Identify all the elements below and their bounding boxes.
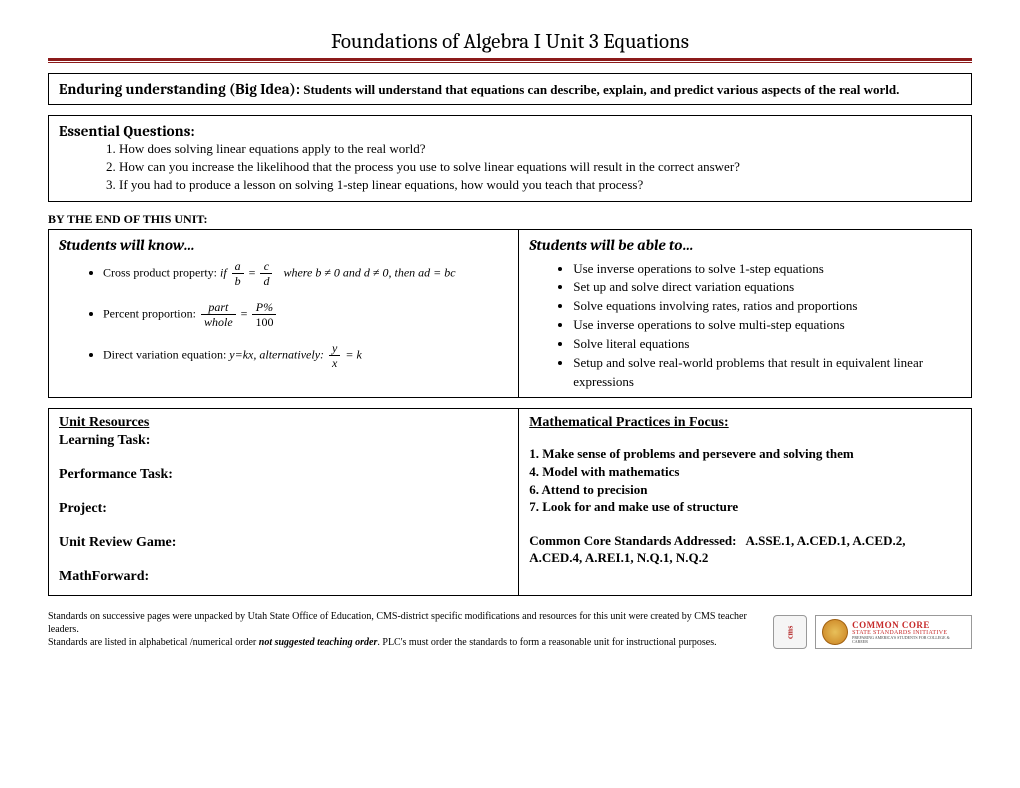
footer-line2: Standards are listed in alphabetical /nu… xyxy=(48,636,773,649)
able-item: Solve equations involving rates, ratios … xyxy=(573,297,961,316)
know-able-box: Students will know… Cross product proper… xyxy=(48,229,972,399)
standards-line: Common Core Standards Addressed: A.SSE.1… xyxy=(529,532,961,567)
able-item: Setup and solve real-world problems that… xyxy=(573,354,961,392)
practice-item: 4. Model with mathematics xyxy=(529,463,961,481)
eq-item: If you had to produce a lesson on solvin… xyxy=(119,176,961,194)
resources-col: Unit Resources Learning Task: Performanc… xyxy=(49,409,519,595)
know-list: Cross product property: if ab = cd where… xyxy=(59,260,508,369)
eq-item: How can you increase the likelihood that… xyxy=(119,158,961,176)
able-col: Students will be able to… Use inverse op… xyxy=(519,230,971,398)
big-idea-box: Enduring understanding (Big Idea): Stude… xyxy=(48,73,972,105)
frac-p-100: P%100 xyxy=(252,301,276,328)
cms-logo-icon: cms xyxy=(773,615,807,649)
practices-col: Mathematical Practices in Focus: 1. Make… xyxy=(519,409,971,595)
frac-yx: yx xyxy=(329,342,340,369)
big-idea-text: Students will understand that equations … xyxy=(303,82,899,97)
frac-ab: ab xyxy=(232,260,244,287)
resources-item: Performance Task: xyxy=(59,467,508,483)
footer-logos: cms COMMON CORE STATE STANDARDS INITIATI… xyxy=(773,615,972,649)
cross-label: Cross product property: xyxy=(103,265,217,279)
footer: Standards on successive pages were unpac… xyxy=(48,606,972,649)
know-heading: Students will know… xyxy=(59,236,508,254)
cross-if: if xyxy=(220,265,227,279)
resources-item: MathForward: xyxy=(59,569,508,585)
cross-where: where b ≠ 0 and d ≠ 0, then ad = bc xyxy=(283,265,455,279)
resources-item: Learning Task: xyxy=(59,433,508,449)
practices-heading: Mathematical Practices in Focus: xyxy=(529,415,961,431)
resources-heading: Unit Resources xyxy=(59,415,508,431)
percent-label: Percent proportion: xyxy=(103,306,196,320)
able-list: Use inverse operations to solve 1-step e… xyxy=(529,260,961,392)
cc-text: COMMON CORE STATE STANDARDS INITIATIVE P… xyxy=(852,621,965,644)
equals: = xyxy=(249,265,256,279)
eq-item: How does solving linear equations apply … xyxy=(119,140,961,158)
able-item: Use inverse operations to solve 1-step e… xyxy=(573,260,961,279)
practice-item: 7. Look for and make use of structure xyxy=(529,498,961,516)
resources-item: Project: xyxy=(59,501,508,517)
big-idea-label: Enduring understanding (Big Idea): xyxy=(59,80,300,98)
eq-list: How does solving linear equations apply … xyxy=(59,140,961,195)
common-core-logo-icon: COMMON CORE STATE STANDARDS INITIATIVE P… xyxy=(815,615,972,649)
able-item: Use inverse operations to solve multi-st… xyxy=(573,316,961,335)
eq-heading: Essential Questions: xyxy=(59,122,961,140)
practices-list: 1. Make sense of problems and persevere … xyxy=(529,445,961,515)
essential-questions-box: Essential Questions: How does solving li… xyxy=(48,115,972,202)
know-item-dv: Direct variation equation: y=kx, alterna… xyxy=(103,342,508,369)
know-item-cross: Cross product property: if ab = cd where… xyxy=(103,260,508,287)
know-col: Students will know… Cross product proper… xyxy=(49,230,519,398)
dv-eq: y=kx, alternatively: xyxy=(229,347,324,361)
know-item-percent: Percent proportion: partwhole = P%100 xyxy=(103,301,508,328)
resources-item: Unit Review Game: xyxy=(59,535,508,551)
practice-item: 1. Make sense of problems and persevere … xyxy=(529,445,961,463)
dv-k: = k xyxy=(345,347,361,361)
equals: = xyxy=(241,306,248,320)
able-heading: Students will be able to… xyxy=(529,236,961,254)
cc-circle-icon xyxy=(822,619,848,645)
dv-label: Direct variation equation: xyxy=(103,347,226,361)
footer-text: Standards on successive pages were unpac… xyxy=(48,610,773,649)
unit-end-label: BY THE END OF THIS UNIT: xyxy=(48,212,972,227)
frac-part-whole: partwhole xyxy=(201,301,236,328)
frac-cd: cd xyxy=(260,260,272,287)
footer-line1: Standards on successive pages were unpac… xyxy=(48,610,773,636)
practice-item: 6. Attend to precision xyxy=(529,481,961,499)
page-title: Foundations of Algebra I Unit 3 Equation… xyxy=(48,30,972,58)
resources-practices-box: Unit Resources Learning Task: Performanc… xyxy=(48,408,972,596)
standards-label: Common Core Standards Addressed: xyxy=(529,533,736,548)
able-item: Solve literal equations xyxy=(573,335,961,354)
title-rule xyxy=(48,58,972,63)
able-item: Set up and solve direct variation equati… xyxy=(573,278,961,297)
